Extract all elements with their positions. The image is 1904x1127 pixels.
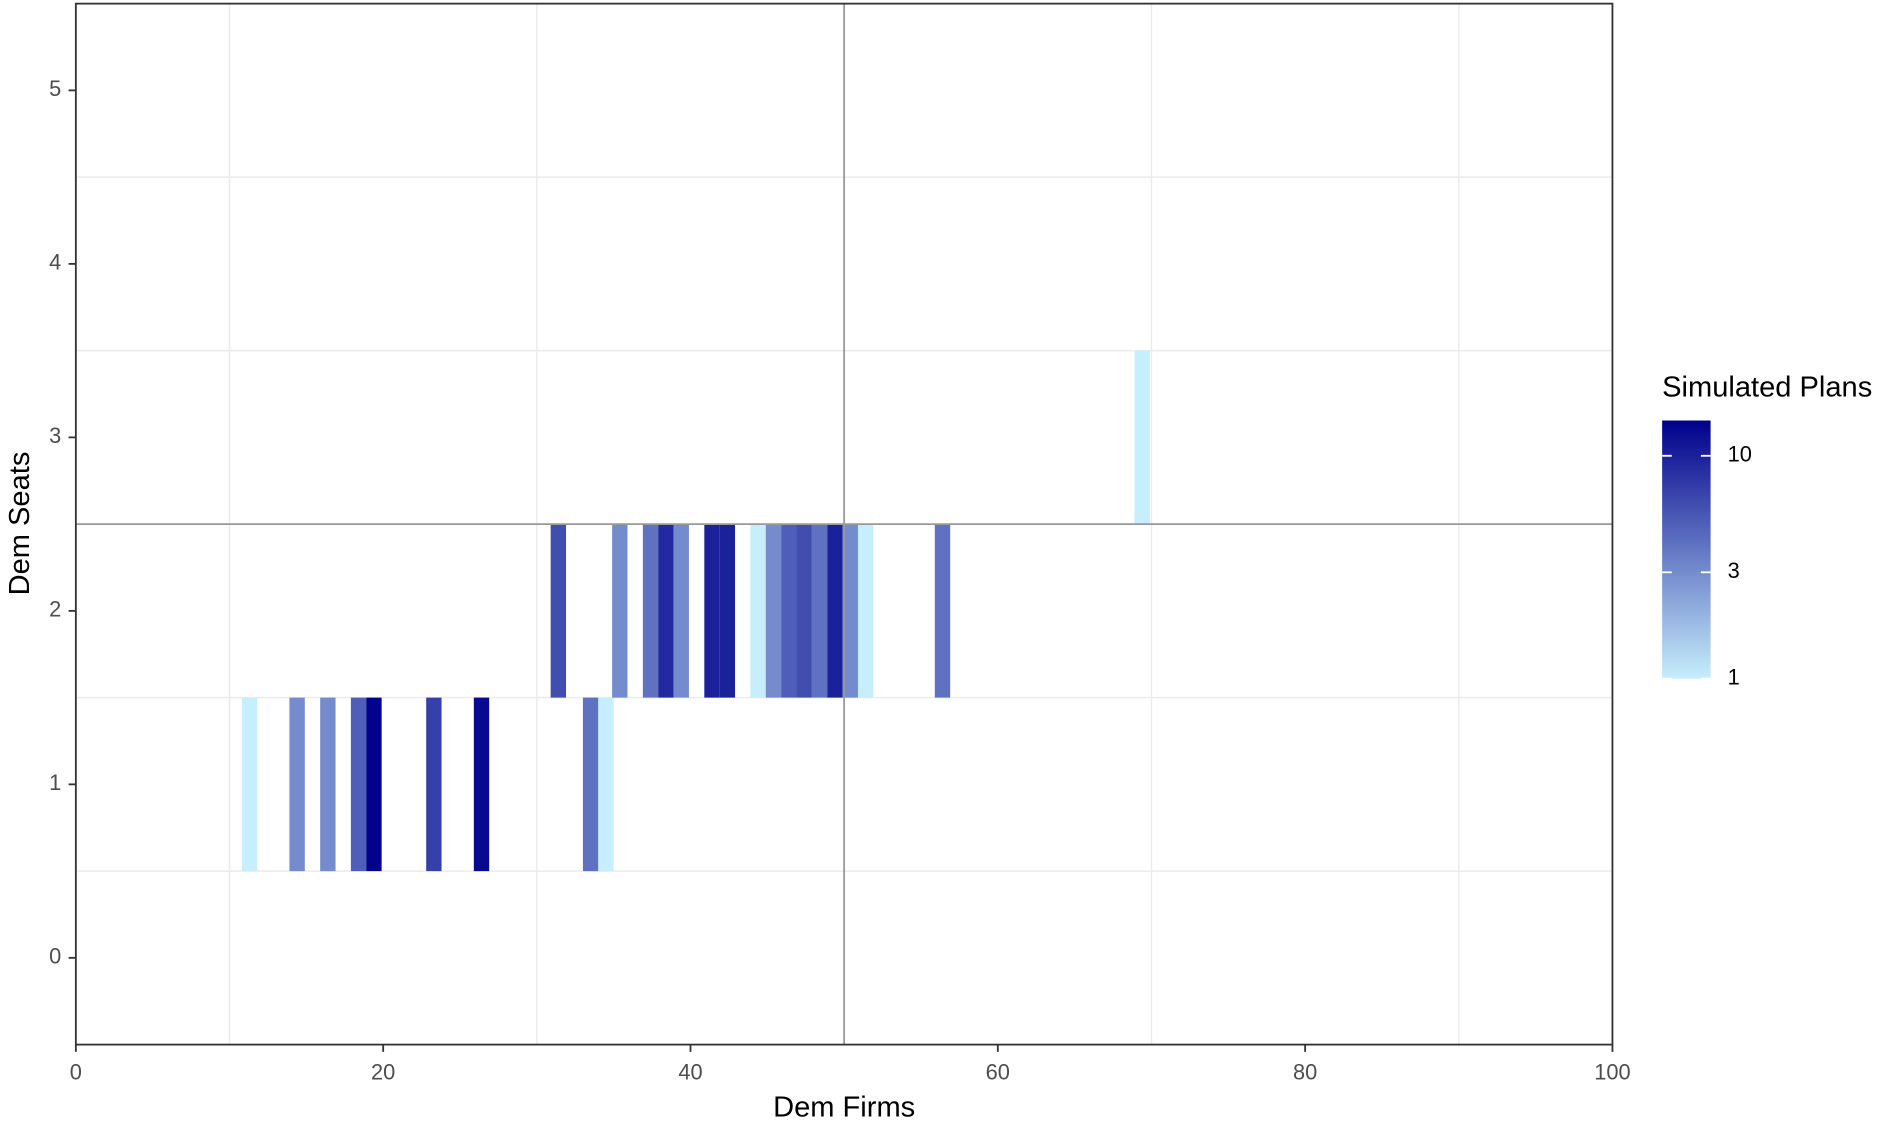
- tile: [320, 697, 336, 872]
- y-tick-label: 2: [49, 597, 61, 622]
- tile: [473, 697, 490, 872]
- tile: [350, 697, 367, 872]
- tile: [550, 524, 567, 698]
- colorbar-tick-label: 1: [1728, 664, 1740, 689]
- x-tick-label: 60: [986, 1059, 1010, 1084]
- x-tick-label: 0: [70, 1059, 82, 1084]
- x-tick-label: 80: [1293, 1059, 1317, 1084]
- tile: [658, 524, 674, 698]
- tile: [598, 697, 614, 872]
- tile: [796, 524, 812, 698]
- tile: [934, 524, 951, 698]
- tile: [366, 697, 382, 872]
- tile: [857, 524, 874, 698]
- x-tick-label: 20: [371, 1059, 395, 1084]
- y-tick-label: 1: [49, 770, 61, 795]
- x-tick-label: 100: [1594, 1059, 1630, 1084]
- tile: [582, 697, 599, 872]
- tile: [719, 524, 736, 698]
- tile: [241, 697, 258, 872]
- y-tick-label: 5: [49, 76, 61, 101]
- tile: [811, 524, 828, 698]
- tile: [781, 524, 797, 698]
- tile: [673, 524, 689, 698]
- y-axis-title: Dem Seats: [4, 452, 36, 596]
- panel-border: [74, 2, 1614, 1046]
- tile: [426, 697, 442, 872]
- y-tick-label: 4: [49, 250, 61, 275]
- tile: [289, 697, 305, 872]
- colorbar-tick-label: 3: [1728, 558, 1740, 583]
- x-tick-label: 40: [678, 1059, 702, 1084]
- y-tick-label: 0: [49, 944, 61, 969]
- y-tick-label: 3: [49, 423, 61, 448]
- tile: [827, 524, 843, 698]
- tile: [750, 524, 766, 698]
- legend-title: Simulated Plans: [1662, 372, 1872, 404]
- tile: [612, 524, 628, 698]
- tile: [842, 524, 858, 698]
- tile: [642, 524, 659, 698]
- colorbar-tick-label: 10: [1728, 442, 1752, 467]
- tile: [765, 524, 782, 698]
- x-axis-title: Dem Firms: [773, 1092, 915, 1124]
- tile: [704, 524, 720, 698]
- colorbar: [1662, 420, 1711, 679]
- tile: [1134, 350, 1150, 525]
